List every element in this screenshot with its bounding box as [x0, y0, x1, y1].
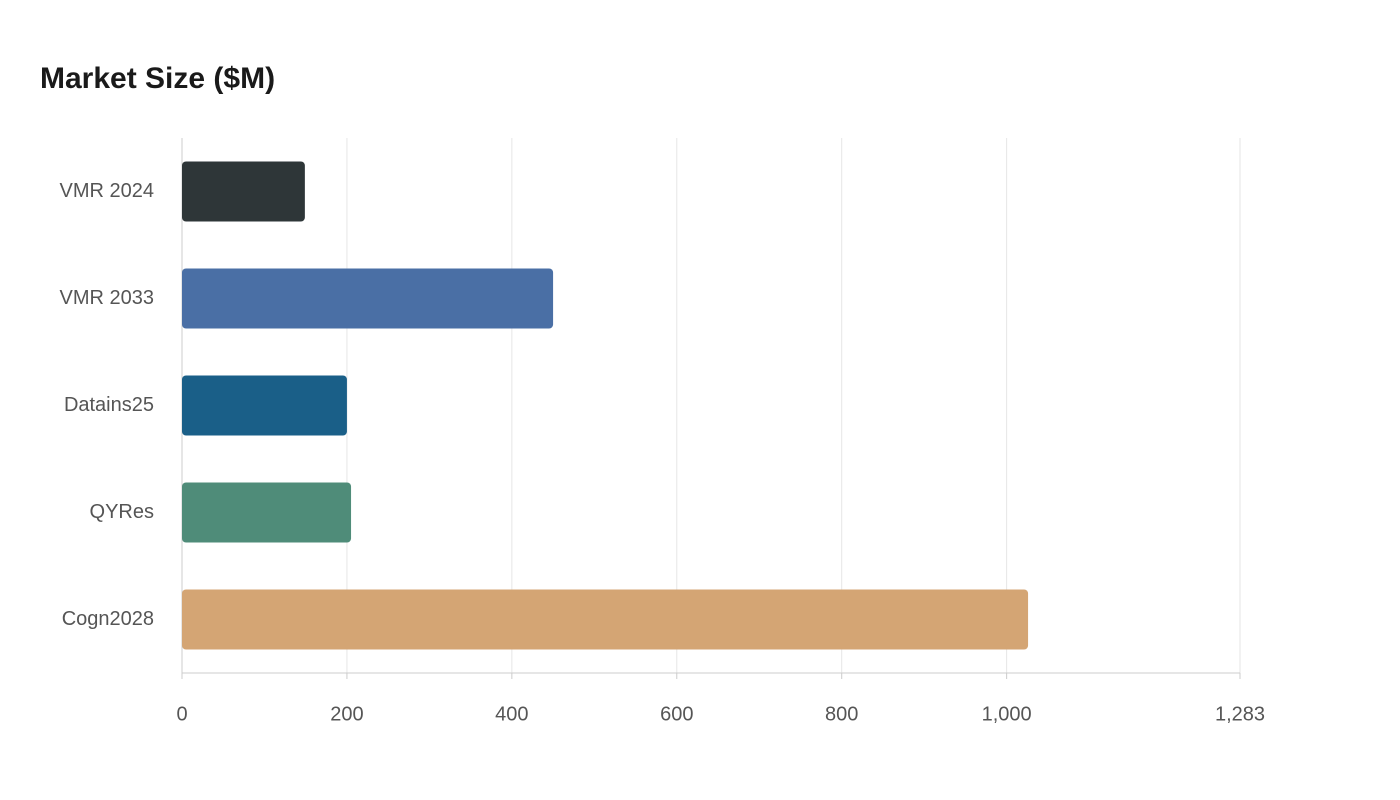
chart-title: Market Size ($M)	[40, 62, 275, 95]
y-tick-label: QYRes	[90, 501, 154, 523]
x-tick-label: 600	[660, 703, 693, 725]
x-tick-label: 800	[825, 703, 858, 725]
bar	[182, 375, 347, 436]
bar	[182, 268, 554, 329]
y-tick-label: Cogn2028	[62, 608, 154, 630]
bar	[182, 482, 352, 543]
bar	[182, 589, 1029, 650]
x-tick-label: 1,000	[982, 703, 1032, 725]
y-tick-label: VMR 2024	[60, 180, 155, 202]
y-tick-label: VMR 2033	[60, 287, 155, 309]
x-tick-label: 200	[330, 703, 363, 725]
bar	[182, 161, 305, 222]
x-tick-label: 0	[176, 703, 187, 725]
x-tick-label: 400	[495, 703, 528, 725]
x-tick-label: 1,283	[1215, 703, 1265, 725]
y-tick-label: Datains25	[64, 394, 154, 416]
